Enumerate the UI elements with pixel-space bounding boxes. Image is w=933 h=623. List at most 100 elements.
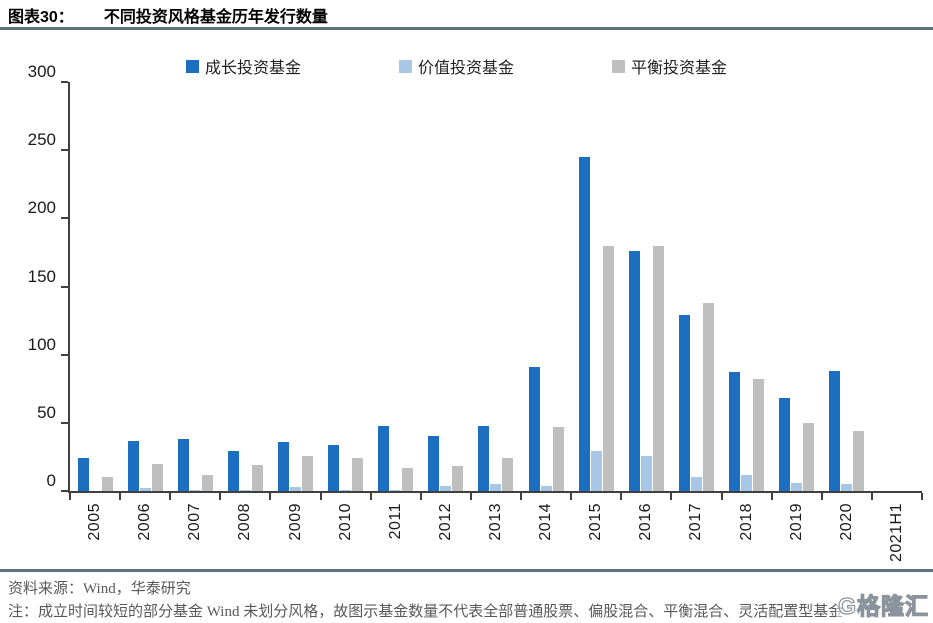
y-tick-mark [61,285,68,288]
bar-group-2015: 2015 [571,82,621,541]
x-axis-label-2018: 2018 [722,503,772,546]
y-tick-label: 250 [27,130,56,150]
legend-swatch-icon [399,59,413,73]
bar-价值投资基金-2006 [139,488,151,491]
bar-价值投资基金-2007 [189,489,201,491]
x-tick-mark [720,493,723,500]
bar-group-2012: 2012 [421,82,471,541]
x-axis-label-text: 2008 [236,503,254,541]
legend-item-0: 成长投资基金 [186,54,301,78]
x-tick-mark [820,493,823,500]
bar-成长投资基金-2015 [578,156,590,491]
y-tick-mark [61,81,68,83]
x-axis-label-2021H1: 2021H1 [872,503,922,567]
bar-价值投资基金-2008 [239,489,251,491]
bar-平衡投资基金-2006 [151,463,163,491]
bar-平衡投资基金-2005 [101,477,113,491]
x-axis-label-2009: 2009 [270,503,320,546]
x-axis-label-text: 2007 [186,503,204,541]
y-tick-label: 300 [27,62,56,81]
chart-header: 图表30： 不同投资风格基金历年发行数量 [8,3,328,27]
x-axis-label-text: 2019 [787,503,805,541]
x-axis-label-text: 2012 [436,503,454,541]
bar-价值投资基金-2015 [590,451,602,491]
legend-label: 价值投资基金 [418,60,515,77]
gelonghui-watermark: G格隆汇 [836,592,931,620]
bar-平衡投资基金-2007 [201,474,213,491]
bar-价值投资基金-2012 [440,485,452,491]
bar-group-2021H1: 2021H1 [872,82,922,562]
x-axis-label-2016: 2016 [621,503,671,546]
legend-item-1: 价值投资基金 [399,54,514,78]
bar-价值投资基金-2016 [640,455,652,491]
bar-成长投资基金-2012 [428,436,440,491]
x-tick-mark [620,493,623,500]
x-axis-label-2019: 2019 [772,503,822,546]
bar-价值投资基金-2020 [841,484,853,491]
bar-价值投资基金-2014 [540,485,552,491]
y-tick-label: 0 [46,471,56,490]
x-tick-mark [870,493,873,500]
bar-group-2018: 2018 [722,82,772,541]
x-axis-label-2014: 2014 [521,503,571,546]
x-axis-label-text: 2006 [136,503,154,541]
bar-group-2014: 2014 [521,82,571,541]
x-tick-mark [921,493,923,500]
bar-成长投资基金-2005 [77,458,89,491]
x-tick-mark [119,493,122,500]
x-axis-label-2015: 2015 [571,503,621,546]
y-tick-label: 200 [27,198,56,218]
bar-平衡投资基金-2017 [702,302,714,491]
x-axis-label-2020: 2020 [822,503,872,546]
bar-group-2011: 2011 [371,82,421,539]
x-axis-label-text: 2015 [587,503,605,541]
figure-number: 图表30： [8,9,74,26]
source-text: 资料来源：Wind，华泰研究 [8,581,191,597]
bar-group-2006: 2006 [120,82,170,541]
footer-divider [0,569,933,572]
y-tick-label: 150 [27,266,56,286]
bar-平衡投资基金-2014 [552,426,564,491]
bar-成长投资基金-2016 [628,251,640,491]
x-axis-label-2017: 2017 [671,503,721,546]
x-tick-mark [570,493,573,500]
bar-平衡投资基金-2008 [251,465,263,491]
y-tick-mark [61,217,68,220]
bar-group-2017: 2017 [671,82,721,541]
bar-平衡投资基金-2013 [502,458,514,491]
bar-平衡投资基金-2018 [753,379,765,491]
x-axis-label-text: 2020 [837,503,855,541]
bar-平衡投资基金-2010 [352,458,364,491]
x-axis-label-text: 2013 [486,503,504,541]
plot-area: 0 50 100 150 200 250 300 2005 2006 2007 2008 2009 20… [28,62,923,562]
x-axis-label-2013: 2013 [471,503,521,546]
bar-平衡投资基金-2020 [853,431,865,491]
bar-group-2020: 2020 [822,82,872,541]
bar-成长投资基金-2007 [177,439,189,491]
figure-title: 不同投资风格基金历年发行数量 [103,9,328,26]
bar-成长投资基金-2009 [278,441,290,491]
x-axis-label-text: 2011 [386,503,404,540]
legend-swatch-icon [186,59,199,73]
legend-swatch-icon [612,59,626,73]
bar-成长投资基金-2006 [127,440,139,491]
bar-成长投资基金-2010 [328,444,340,491]
bar-价值投资基金-2011 [390,489,402,491]
note-text: 注：成立时间较短的部分基金 Wind 未划分风格，故图示基金数量不代表全部普通股… [8,604,844,620]
x-tick-mark [219,493,222,500]
x-tick-mark [319,493,322,500]
bar-平衡投资基金-2015 [602,245,614,491]
x-tick-mark [520,493,523,500]
x-axis-label-2010: 2010 [321,503,371,546]
x-tick-mark [369,493,372,500]
x-tick-mark [269,493,272,500]
x-axis-label-text: 2009 [286,503,304,541]
header-divider [0,27,933,30]
y-tick-label: 100 [27,334,56,354]
bar-group-2016: 2016 [621,82,671,541]
x-axis-label-text: 2005 [86,503,104,541]
x-tick-mark [670,493,673,500]
bar-平衡投资基金-2019 [803,422,815,491]
bar-价值投资基金-2017 [690,477,702,491]
